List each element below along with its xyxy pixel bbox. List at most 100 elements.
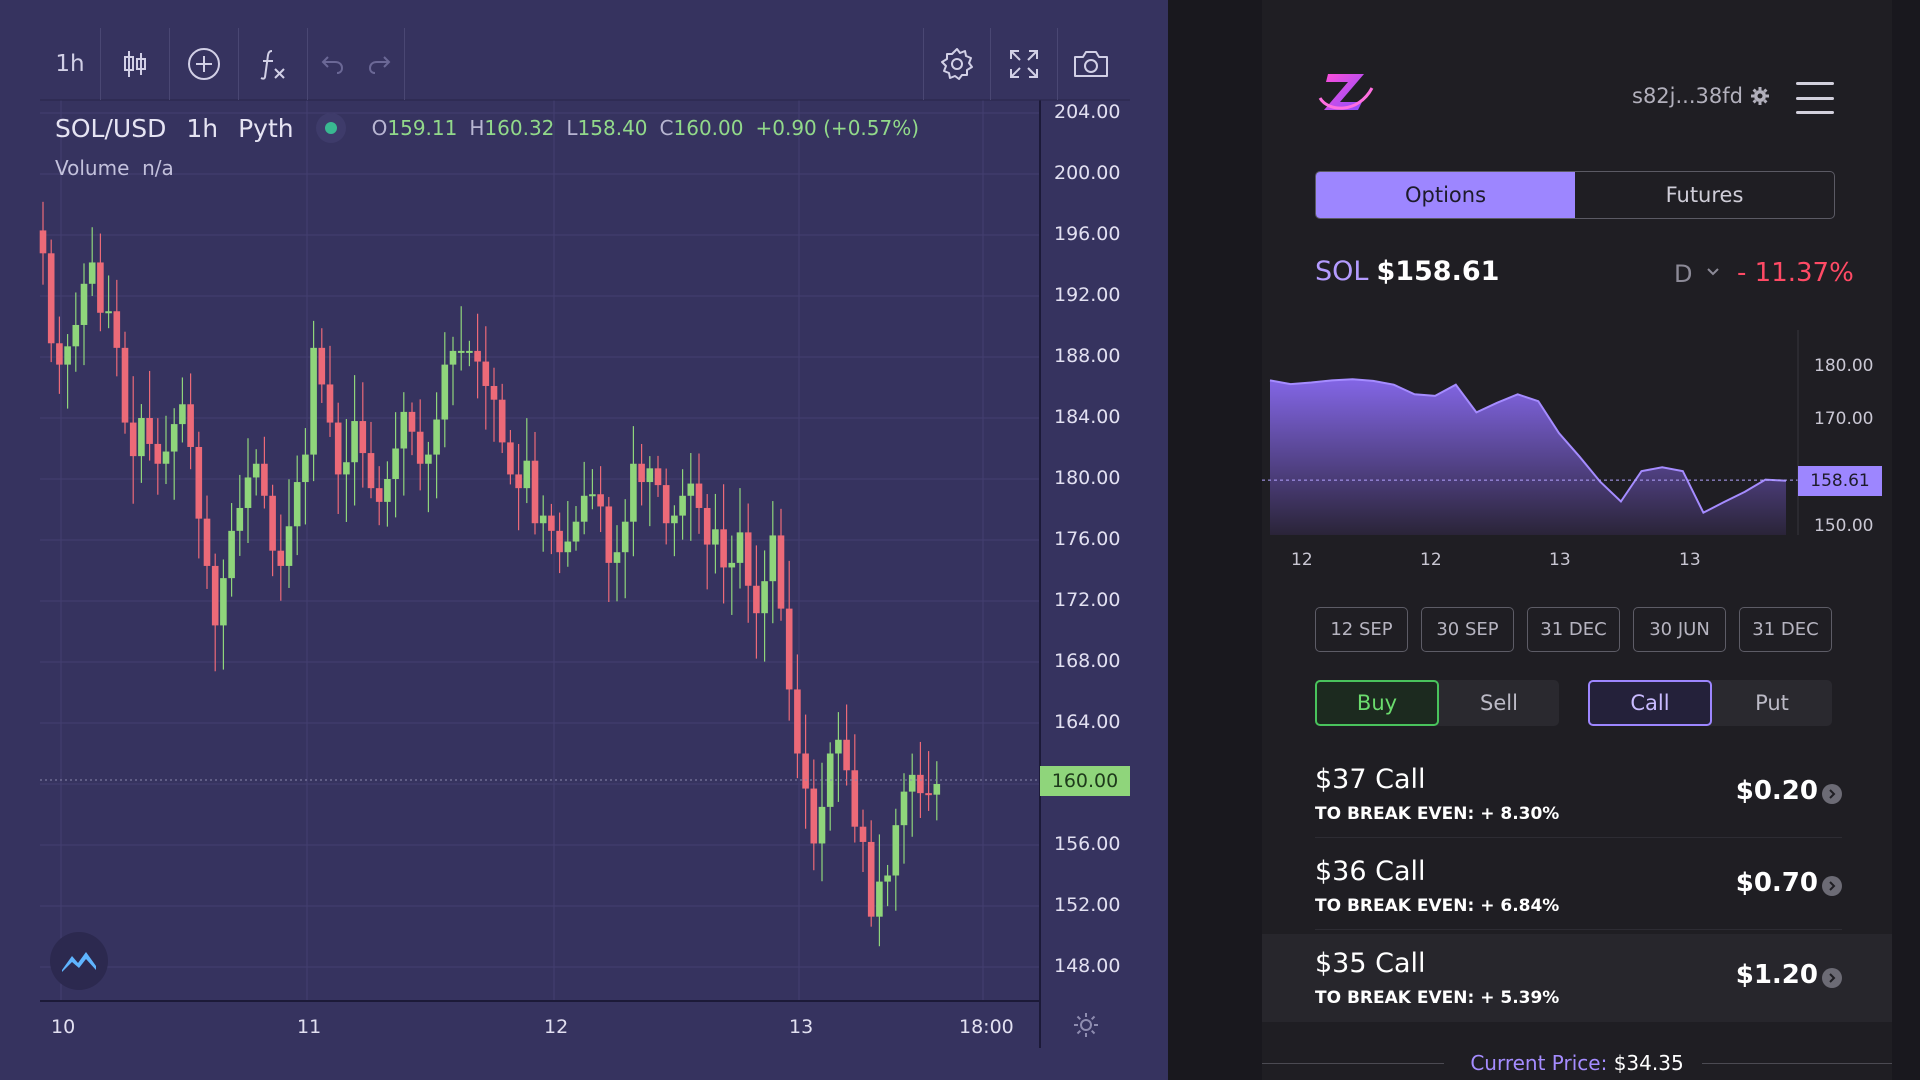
tradingview-logo-icon[interactable]: [50, 932, 108, 990]
candle-body: [884, 875, 891, 882]
tab-futures[interactable]: Futures: [1665, 183, 1744, 207]
candle: [826, 742, 834, 831]
option-row[interactable]: $35 Call TO BREAK EVEN: + 5.39% $1.20: [1262, 934, 1892, 1022]
option-row[interactable]: $37 Call TO BREAK EVEN: + 8.30% $0.20: [1262, 750, 1892, 838]
candle: [638, 443, 645, 506]
candle: [64, 334, 71, 409]
candle-body: [277, 550, 285, 566]
candle: [195, 431, 203, 559]
expiry-button[interactable]: 31 DEC: [1527, 607, 1620, 652]
live-status-icon: [315, 113, 346, 143]
camera-icon[interactable]: [1058, 28, 1124, 100]
chevron-right-icon[interactable]: [1822, 876, 1842, 896]
candle-body: [351, 421, 358, 463]
candle-body: [457, 350, 465, 353]
candle: [580, 461, 588, 535]
legend-open: O159.11: [372, 116, 458, 140]
candle-body: [572, 521, 580, 542]
option-row[interactable]: $36 Call TO BREAK EVEN: + 6.84% $0.70: [1262, 842, 1892, 930]
candle: [121, 331, 129, 434]
expiry-button[interactable]: 31 DEC: [1739, 607, 1832, 652]
chevron-right-icon[interactable]: [1822, 784, 1842, 804]
mini-x-label: 13: [1549, 550, 1571, 570]
candle-body: [613, 552, 621, 563]
candle: [539, 495, 547, 552]
put-button[interactable]: Put: [1755, 691, 1789, 715]
tab-options[interactable]: Options: [1316, 172, 1575, 218]
candle-body: [876, 881, 883, 917]
hamburger-menu-icon[interactable]: [1796, 82, 1834, 114]
current-price-text: Current Price: $34.35: [1470, 1051, 1683, 1075]
candle: [556, 512, 563, 574]
current-price-value: $34.35: [1613, 1051, 1684, 1075]
chevron-down-icon[interactable]: [1706, 267, 1720, 277]
candle-body: [359, 421, 367, 454]
option-break-even: TO BREAK EVEN: + 5.39%: [1315, 988, 1560, 1008]
chevron-right-icon[interactable]: [1822, 968, 1842, 988]
candle: [359, 382, 367, 488]
function-icon[interactable]: [239, 28, 307, 100]
call-button[interactable]: Call: [1588, 680, 1712, 726]
candle-body: [761, 581, 768, 614]
candle: [154, 418, 162, 495]
expiry-button[interactable]: 30 SEP: [1421, 607, 1514, 652]
candle: [908, 753, 916, 837]
candles-icon[interactable]: [101, 28, 169, 100]
settings-icon[interactable]: [924, 28, 990, 100]
candle: [105, 275, 112, 329]
candle: [679, 469, 686, 540]
candle-body: [466, 350, 473, 353]
candle: [408, 402, 416, 456]
candle-body: [630, 463, 637, 522]
candle: [179, 377, 186, 443]
candle-body: [556, 530, 563, 553]
candle-body: [597, 494, 604, 507]
legend-symbol[interactable]: SOL/USD: [55, 113, 167, 143]
wallet-address[interactable]: s82j...38fd: [1632, 84, 1743, 108]
add-indicator-icon[interactable]: [170, 28, 238, 100]
wallet-settings-icon[interactable]: [1750, 86, 1770, 110]
undo-icon[interactable]: [308, 28, 356, 100]
mini-price-chart[interactable]: [1262, 0, 1892, 580]
mini-y-label: 170.00: [1814, 409, 1874, 430]
legend-low-value: 158.40: [577, 116, 648, 140]
candle: [753, 545, 760, 659]
price-axis-label: 152.00: [1054, 894, 1121, 916]
current-price-tag: 160.00: [1040, 766, 1130, 796]
candle-body: [88, 262, 96, 284]
candle: [72, 292, 80, 372]
expiry-button[interactable]: 30 JUN: [1633, 607, 1726, 652]
candle: [589, 469, 596, 510]
current-price-divider: [1702, 1063, 1892, 1064]
buy-button[interactable]: Buy: [1315, 680, 1439, 726]
candle-body: [564, 541, 572, 553]
candlestick-chart[interactable]: [0, 0, 1168, 1080]
candle: [416, 399, 424, 491]
candle-body: [490, 385, 498, 400]
mini-x-label: 12: [1420, 550, 1442, 570]
candle-body: [285, 526, 293, 566]
candle-body: [777, 535, 785, 609]
period-select[interactable]: D: [1674, 260, 1693, 288]
expiry-button[interactable]: 12 SEP: [1315, 607, 1408, 652]
candle-body: [236, 507, 244, 531]
price-axis-label: 196.00: [1054, 223, 1121, 245]
toolbar-separator: [404, 28, 405, 100]
candle-body: [425, 454, 432, 464]
candle-body: [179, 404, 186, 425]
sell-button[interactable]: Sell: [1480, 691, 1518, 715]
candle: [318, 328, 326, 403]
mini-area-fill: [1270, 379, 1786, 535]
candle-body: [433, 419, 440, 455]
axis-settings-icon[interactable]: [1073, 1012, 1099, 1042]
candle-body: [261, 463, 268, 496]
candle-body: [843, 739, 850, 771]
candle: [597, 466, 604, 533]
candle: [867, 820, 875, 927]
zeta-logo-icon[interactable]: [1318, 68, 1374, 116]
redo-icon[interactable]: [356, 28, 404, 100]
interval-button[interactable]: 1h: [40, 28, 100, 100]
chart-toolbar: 1h: [40, 28, 1124, 100]
fullscreen-icon[interactable]: [991, 28, 1057, 100]
candle: [605, 496, 613, 603]
